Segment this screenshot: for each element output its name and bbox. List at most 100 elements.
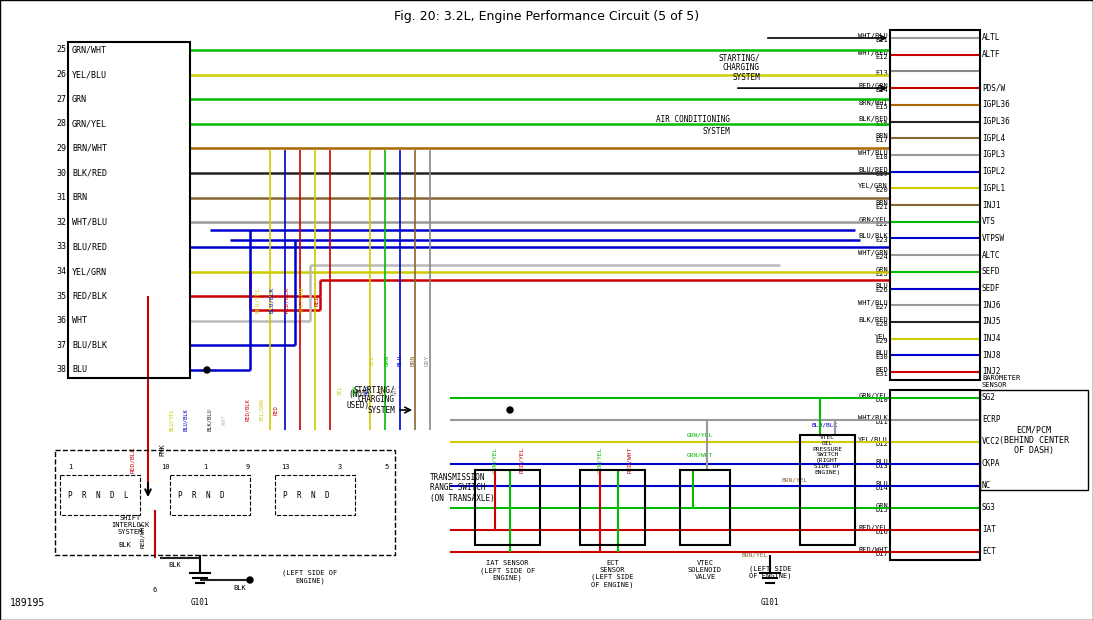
Text: GRN/YEL: GRN/YEL [598, 447, 602, 473]
Text: TRANSMISSION
RANGE SWITCH
(ON TRANSAXLE): TRANSMISSION RANGE SWITCH (ON TRANSAXLE) [430, 473, 495, 503]
Text: E30: E30 [875, 354, 888, 360]
Text: D: D [109, 490, 115, 500]
Text: BLU/BLK: BLU/BLK [812, 422, 838, 428]
Bar [171, 475, 250, 515]
Text: 38: 38 [56, 366, 66, 374]
Text: BRN: BRN [379, 385, 385, 395]
Text: Fig. 20: 3.2L, Engine Performance Circuit (5 of 5): Fig. 20: 3.2L, Engine Performance Circui… [393, 10, 700, 23]
Text: P: P [68, 490, 72, 500]
Text: IGPL3: IGPL3 [982, 151, 1006, 159]
Text: VTPSW: VTPSW [982, 234, 1006, 243]
Text: BRN/YEL: BRN/YEL [742, 552, 768, 557]
Text: D: D [220, 490, 224, 500]
Text: GRN/WHT: GRN/WHT [686, 453, 713, 458]
Text: IGPL36: IGPL36 [982, 100, 1010, 109]
Text: BRN/WHT: BRN/WHT [858, 100, 888, 106]
Text: P: P [283, 490, 287, 500]
Text: RED/WHT: RED/WHT [858, 547, 888, 553]
Text: INJ8: INJ8 [982, 351, 1000, 360]
Text: GRN/YEL: GRN/YEL [858, 393, 888, 399]
Text: RED: RED [273, 405, 279, 415]
Text: RED/BLK: RED/BLK [284, 287, 290, 313]
Text: IAT: IAT [982, 526, 996, 534]
Text: 34: 34 [56, 267, 66, 276]
Text: BRN: BRN [72, 193, 87, 202]
Text: 6: 6 [153, 587, 157, 593]
Text: 1: 1 [203, 464, 208, 470]
Text: SEFD: SEFD [982, 267, 1000, 277]
Bar [580, 470, 645, 545]
Text: SEDF: SEDF [982, 284, 1000, 293]
Text: BRN/YEL: BRN/YEL [781, 477, 808, 482]
Text: ALTF: ALTF [982, 50, 1000, 59]
Text: BLK: BLK [234, 585, 246, 591]
Text: L: L [124, 490, 128, 500]
Text: N: N [205, 490, 210, 500]
Text: GRN: GRN [353, 385, 357, 395]
Circle shape [204, 367, 210, 373]
Text: E11: E11 [875, 37, 888, 43]
Text: E18: E18 [875, 154, 888, 160]
Text: WHT/BLU: WHT/BLU [858, 33, 888, 39]
Text: 28: 28 [56, 119, 66, 128]
Text: 3: 3 [338, 464, 342, 470]
Text: WHT/BLU: WHT/BLU [858, 150, 888, 156]
Text: RED/BLK: RED/BLK [130, 447, 136, 473]
Text: SHIFT
INTERLOCK
SYSTEM: SHIFT INTERLOCK SYSTEM [110, 515, 149, 535]
Text: E21: E21 [875, 204, 888, 210]
Circle shape [507, 407, 513, 413]
Text: BLU/BLK: BLU/BLK [858, 233, 888, 239]
Text: YEL/GRN: YEL/GRN [259, 399, 265, 422]
Text: BLU: BLU [875, 459, 888, 465]
Text: E20: E20 [875, 187, 888, 193]
Text: R: R [296, 490, 302, 500]
Text: BLU: BLU [875, 481, 888, 487]
Text: G101: G101 [761, 598, 779, 607]
Text: 36: 36 [56, 316, 66, 326]
Text: 10: 10 [161, 464, 169, 470]
Text: BLU/BLK: BLU/BLK [270, 287, 274, 313]
Text: D16: D16 [875, 529, 888, 535]
Text: WHT/BLU: WHT/BLU [72, 218, 107, 227]
Text: VCC2: VCC2 [982, 438, 1000, 446]
Bar [475, 470, 540, 545]
Text: BLU: BLU [875, 350, 888, 356]
Text: IGPL2: IGPL2 [982, 167, 1006, 176]
Text: NC: NC [982, 482, 991, 490]
Text: 29: 29 [56, 144, 66, 153]
Text: RED/YEL: RED/YEL [519, 447, 525, 473]
Text: 1: 1 [68, 464, 72, 470]
Bar [800, 435, 855, 545]
Text: 35: 35 [56, 291, 66, 301]
Text: BRN: BRN [875, 133, 888, 140]
Text: D12: D12 [875, 441, 888, 447]
Text: INJ2: INJ2 [982, 368, 1000, 376]
Bar [55, 450, 395, 555]
Text: YEL/GRN: YEL/GRN [858, 184, 888, 189]
Text: E25: E25 [875, 271, 888, 277]
Text: 37: 37 [56, 341, 66, 350]
Text: E23: E23 [875, 237, 888, 244]
Text: VTEC
OIL
PRESSURE
SWITCH
(RIGHT
SIDE OF
ENGINE): VTEC OIL PRESSURE SWITCH (RIGHT SIDE OF … [812, 435, 843, 475]
Text: G101: G101 [191, 598, 209, 607]
Text: ECT: ECT [982, 547, 996, 557]
Text: IGPL1: IGPL1 [982, 184, 1006, 193]
Text: D11: D11 [875, 419, 888, 425]
Text: P: P [178, 490, 183, 500]
Text: 31: 31 [56, 193, 66, 202]
Circle shape [247, 577, 252, 583]
Text: AIR CONDITIONING: AIR CONDITIONING [656, 115, 730, 125]
Text: STARTING/
CHARGING
SYSTEM: STARTING/ CHARGING SYSTEM [353, 385, 395, 415]
Text: GRY: GRY [424, 355, 430, 366]
Text: GRN: GRN [875, 267, 888, 273]
Text: (LEFT SIDE OF
ENGINE): (LEFT SIDE OF ENGINE) [282, 570, 338, 584]
Text: WHT/GRN: WHT/GRN [858, 250, 888, 256]
Text: SG2: SG2 [982, 394, 996, 402]
Text: E16: E16 [875, 120, 888, 126]
Text: E13: E13 [875, 71, 888, 76]
Text: 5: 5 [385, 464, 389, 470]
Text: STARTING/: STARTING/ [718, 53, 760, 63]
Text: YEL/BLU: YEL/BLU [72, 70, 107, 79]
Text: 33: 33 [56, 242, 66, 252]
Text: E19: E19 [875, 170, 888, 177]
